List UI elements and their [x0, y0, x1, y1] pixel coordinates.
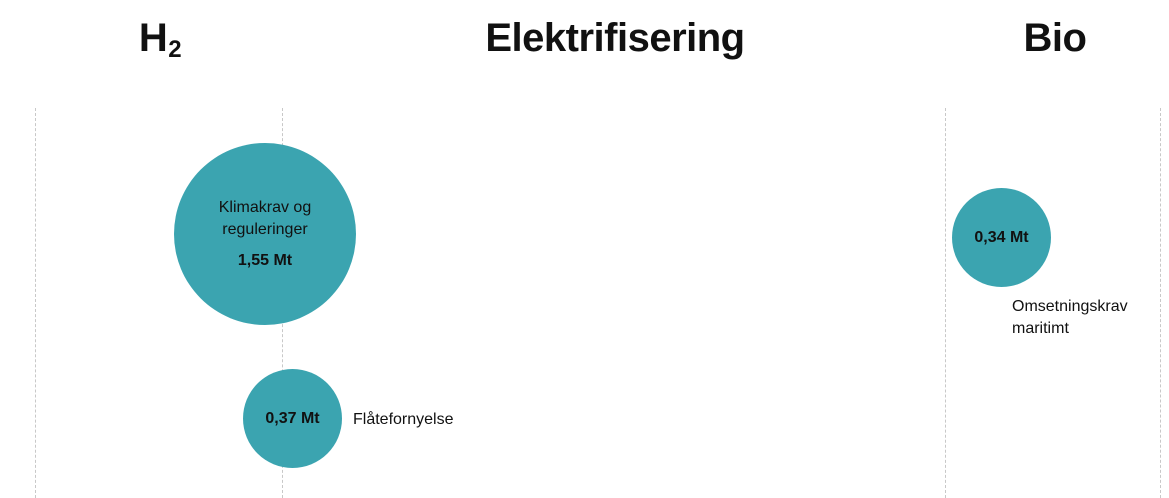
title-h2-main: H: [138, 16, 168, 60]
bubble-label-line1: Klimakrav og: [218, 199, 312, 216]
bubble-fleet-renewal: 0,37 Mt: [243, 369, 342, 468]
bubble-label-fleet-renewal: Flåtefornyelse: [353, 411, 454, 428]
column-divider: [35, 108, 36, 498]
bubble-value: 0,34 Mt: [974, 228, 1029, 246]
column-title-h2: H2: [110, 14, 210, 68]
column-divider: [1160, 108, 1161, 498]
bubble-maritime-blending-requirement: 0,34 Mt: [952, 188, 1051, 287]
bubble-label-maritime-blending: Omsetningskrav maritimt: [1012, 296, 1169, 340]
title-h2-subscript: 2: [168, 36, 182, 63]
column-title-electrification: Elektrifisering: [485, 16, 745, 60]
bubble-label-line2: maritimt: [1012, 320, 1069, 337]
column-divider: [945, 108, 946, 498]
bubble-value: 0,37 Mt: [265, 409, 320, 427]
bubble-label-line1: Omsetningskrav: [1012, 298, 1128, 315]
bubble-label-line2: reguleringer: [222, 221, 308, 238]
bubble-climate-requirements: Klimakrav og reguleringer 1,55 Mt: [174, 143, 356, 325]
bubble-value: 1,55 Mt: [237, 252, 293, 269]
column-title-bio: Bio: [1023, 16, 1087, 60]
